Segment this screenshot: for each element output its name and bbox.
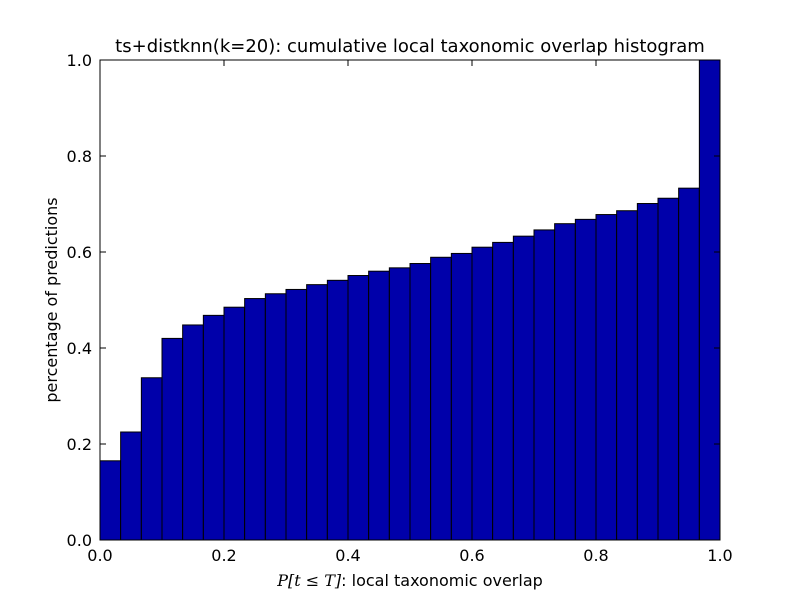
y-axis-label: percentage of predictions xyxy=(42,197,61,402)
histogram-bar xyxy=(533,229,556,541)
y-tick-label: 0.0 xyxy=(67,531,92,550)
chart-title: ts+distknn(k=20): cumulative local taxon… xyxy=(115,36,705,57)
histogram-bar xyxy=(430,256,452,541)
x-tick-label: 0.0 xyxy=(87,546,112,565)
x-tick-label: 0.8 xyxy=(583,546,608,565)
x-axis-label: P[t ≤ T]: local taxonomic overlap xyxy=(276,571,543,590)
y-tick-label: 0.2 xyxy=(67,435,92,454)
histogram-bar xyxy=(264,293,287,541)
histogram-bar xyxy=(161,337,184,541)
x-tick-label: 0.2 xyxy=(211,546,236,565)
x-axis-label-math: P[t ≤ T] xyxy=(276,571,342,590)
histogram-bar xyxy=(636,203,659,541)
histogram-bar xyxy=(285,288,308,541)
y-ticks: 0.0 0.2 0.4 0.6 0.8 1.0 xyxy=(67,51,720,550)
histogram-bar xyxy=(223,306,246,541)
histogram-bar xyxy=(182,324,204,541)
histogram-bar xyxy=(554,223,576,541)
y-tick-label: 0.8 xyxy=(67,147,92,166)
histogram-bar xyxy=(512,235,535,541)
x-tick-label: 0.4 xyxy=(335,546,360,565)
x-ticks: 0.0 0.2 0.4 0.6 0.8 1.0 xyxy=(87,60,733,565)
histogram-bar xyxy=(120,431,142,541)
histogram-bar xyxy=(326,279,349,541)
histogram-bar xyxy=(595,214,618,541)
histogram-bar xyxy=(347,275,370,541)
histogram-bar xyxy=(657,197,680,541)
histogram-bar xyxy=(388,267,411,541)
y-tick-label: 0.6 xyxy=(67,243,92,262)
y-tick-label: 0.4 xyxy=(67,339,92,358)
axes-frame xyxy=(99,59,721,541)
histogram-bar xyxy=(368,270,390,541)
histogram-bar xyxy=(492,241,514,541)
histogram-bar xyxy=(202,314,225,541)
histogram-bar xyxy=(140,377,163,541)
histogram-bar xyxy=(574,218,597,541)
histogram-bar xyxy=(450,252,473,541)
bars-group xyxy=(99,59,721,541)
histogram-bar xyxy=(244,298,266,541)
x-tick-label: 0.6 xyxy=(459,546,484,565)
histogram-bar xyxy=(409,263,432,541)
histogram-bar xyxy=(471,246,494,541)
x-axis-label-text: : local taxonomic overlap xyxy=(341,571,543,590)
histogram-bar xyxy=(99,460,122,541)
histogram-bar xyxy=(698,59,721,541)
histogram-bar xyxy=(616,210,638,541)
y-tick-label: 1.0 xyxy=(67,51,92,70)
x-tick-label: 1.0 xyxy=(707,546,732,565)
histogram-bar xyxy=(678,187,700,541)
histogram-bar xyxy=(306,284,328,541)
